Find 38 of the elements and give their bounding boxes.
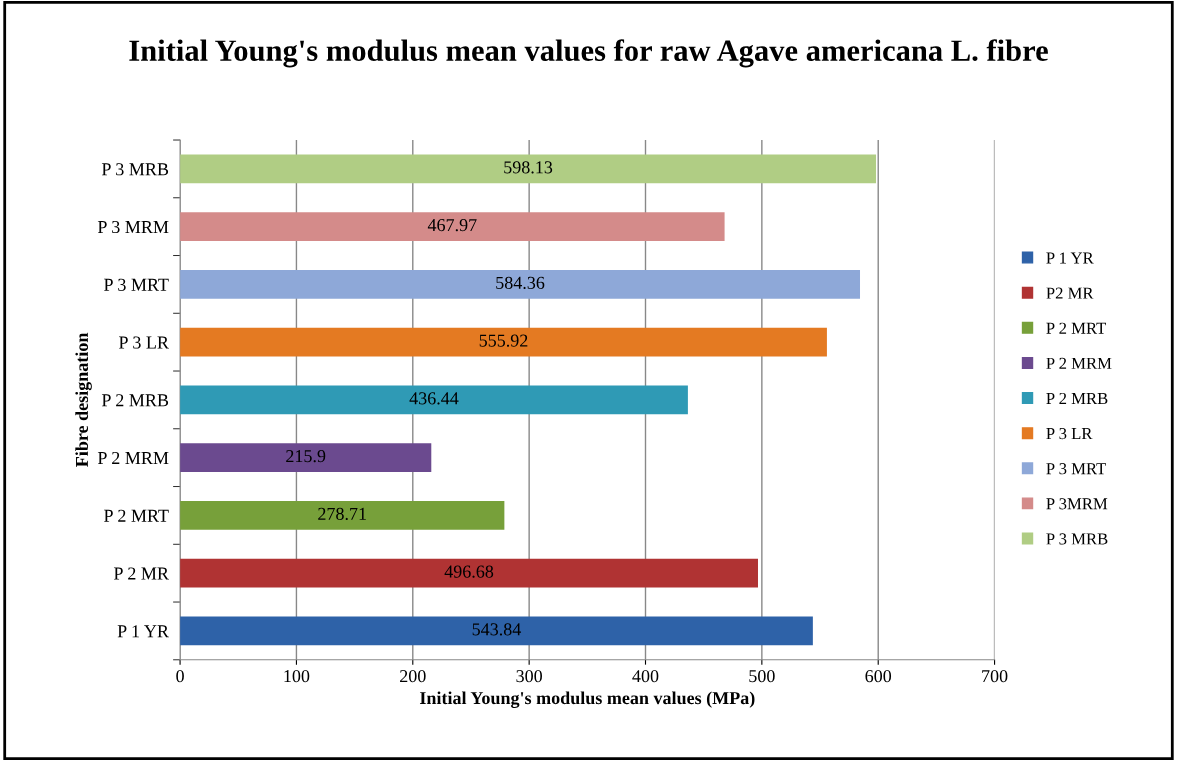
legend-label: P2 MR (1046, 287, 1094, 299)
data-label: 215.9 (286, 450, 326, 463)
legend-label: P 3 LR (1046, 427, 1093, 440)
y-tick-label: P 1 YR (117, 625, 169, 638)
y-tick-label: P 2 MR (113, 567, 169, 580)
legend-label: P 2 MRM (1046, 357, 1112, 369)
x-tick-label: 400 (632, 670, 659, 683)
x-tick-label: 700 (982, 670, 1008, 683)
data-label: 467.97 (427, 219, 477, 232)
data-label: 278.71 (318, 507, 366, 521)
legend-label: P 3 MRB (1046, 533, 1108, 545)
y-tick-label: P 3 MRM (97, 220, 169, 234)
y-tick-label: P 3 MRB (101, 163, 169, 176)
chart-title: Initial Young's modulus mean values for raw Agave americana L. fibre (129, 39, 1048, 68)
data-label: 543.84 (472, 623, 522, 636)
x-axis-title: Initial Young's modulus mean values (MPa) (419, 691, 755, 708)
y-tick-label: P 2 MRB (101, 394, 169, 407)
data-label: 496.68 (444, 565, 494, 578)
x-tick-label: 300 (516, 670, 542, 683)
legend-label: P 3 MRT (1046, 463, 1107, 475)
y-tick-label: P 3 LR (119, 336, 169, 349)
y-tick-label: P 2 MRM (97, 451, 169, 464)
x-tick-label: 200 (400, 670, 426, 683)
legend-label: P 3MRM (1046, 498, 1108, 510)
x-tick-label: 500 (749, 670, 775, 683)
data-label: 555.92 (479, 334, 528, 347)
data-label: 598.13 (504, 161, 553, 174)
y-tick-label: P 3 MRT (104, 278, 169, 291)
data-label: 584.36 (496, 276, 545, 289)
x-tick-label: 100 (284, 670, 310, 683)
legend-label: P 1 YR (1046, 252, 1094, 264)
y-axis-title: Fibre designation (75, 332, 92, 467)
legend-label: P 2 MRB (1046, 392, 1108, 404)
x-tick-label: 0 (176, 670, 184, 683)
y-tick-label: P 2 MRT (104, 509, 169, 522)
data-label: 436.44 (409, 392, 459, 405)
x-tick-label: 600 (865, 670, 892, 683)
legend-label: P 2 MRT (1046, 322, 1107, 334)
